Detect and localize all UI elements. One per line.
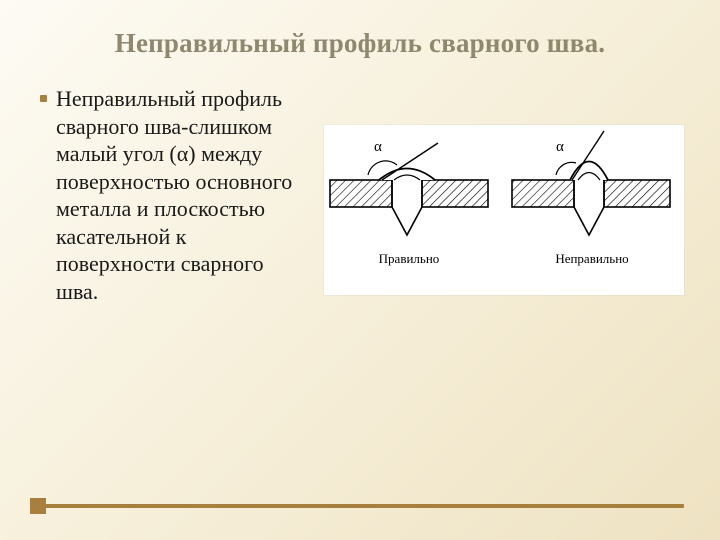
weld-profile-figure: α Правильно (324, 125, 684, 295)
accent-square-icon (30, 498, 46, 514)
figure-container: α Правильно (324, 125, 684, 305)
weld-profile-svg: α Правильно (324, 125, 684, 295)
page-title: Неправильный профиль сварного шва. (36, 28, 684, 59)
panel-correct: α Правильно (330, 139, 488, 266)
content-row: Неправильный профиль сварного шва-слишко… (36, 85, 684, 305)
slide: Неправильный профиль сварного шва. Непра… (0, 0, 720, 540)
body-text: Неправильный профиль сварного шва-слишко… (44, 85, 306, 305)
caption-incorrect: Неправильно (555, 251, 628, 266)
alpha-right: α (556, 139, 564, 155)
caption-correct: Правильно (379, 251, 440, 266)
panel-incorrect: α Неправильно (512, 131, 670, 266)
bullet-block: Неправильный профиль сварного шва-слишко… (44, 85, 306, 305)
alpha-left: α (374, 139, 382, 155)
accent-bar (36, 504, 684, 508)
bullet-icon (40, 95, 47, 102)
